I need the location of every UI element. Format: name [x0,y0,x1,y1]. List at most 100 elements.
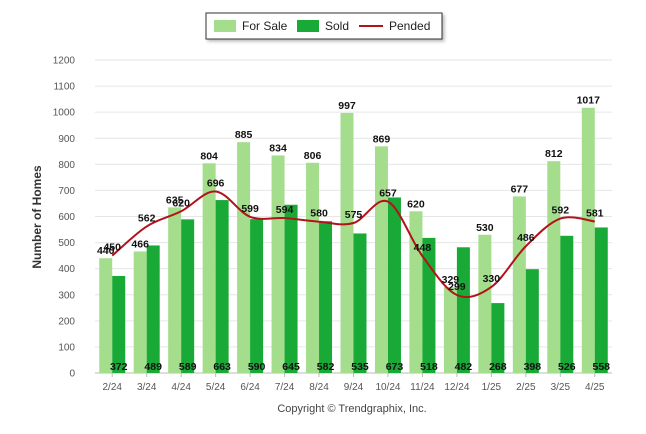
label-for-sale: 869 [373,133,391,145]
legend: For Sale Sold Pended [205,12,443,40]
label-pended: 448 [414,242,432,254]
label-for-sale: 804 [200,150,218,162]
label-pended: 299 [448,281,466,293]
bar-sold [284,204,298,373]
label-pended: 330 [483,273,501,285]
x-tick-label: 4/25 [585,382,605,393]
bar-sold [491,303,505,373]
y-tick-label: 200 [58,316,75,327]
label-for-sale: 440 [97,245,115,257]
label-pended: 486 [517,232,535,244]
label-pended: 599 [241,203,259,215]
x-tick-label: 9/24 [344,382,364,393]
x-tick-label: 4/24 [171,382,191,393]
bar-sold [422,237,436,373]
x-tick-label: 3/25 [551,382,571,393]
label-pended: 581 [586,207,604,219]
bar-sold [456,247,470,373]
label-pended: 620 [172,197,190,209]
label-for-sale: 834 [269,142,287,154]
bar-for-sale [443,287,457,373]
label-for-sale: 635 [166,194,184,206]
bar-sold [250,219,264,373]
label-pended: 592 [552,205,570,217]
label-for-sale: 530 [476,222,494,234]
bar-for-sale [478,234,492,373]
bar-for-sale [133,251,147,373]
y-tick-label: 1100 [53,82,75,93]
x-tick-label: 1/25 [482,382,502,393]
copyright: Copyright © Trendgraphix, Inc. [277,403,426,415]
x-ticks: 2/24 3/24 4/24 5/24 6/24 7/24 8/24 9/24 10/24 11/… [102,373,605,393]
label-for-sale: 466 [131,238,149,250]
y-tick-label: 1000 [53,108,76,119]
x-tick-label: 8/24 [309,382,329,393]
y-tick-label: 100 [58,342,75,353]
label-for-sale: 997 [338,100,356,112]
y-tick-label: 500 [58,238,75,249]
label-pended: 575 [345,209,363,221]
y-tick-label: 400 [58,264,75,275]
x-tick-label: 11/24 [410,382,435,393]
y-tick-label: 800 [58,160,75,171]
bar-sold [353,233,367,373]
label-sold: 268 [489,361,507,373]
y-tick-label: 900 [58,134,75,145]
bar-for-sale [306,162,320,373]
y-tick-label: 0 [69,369,75,380]
y-tick-label: 700 [58,186,75,197]
x-tick-label: 10/24 [375,382,400,393]
y-ticks: 0 100 200 300 400 500 600 700 800 900 1000 1100 1200 [53,56,76,380]
label-sold: 489 [144,361,162,373]
legend-label-for-sale: For Sale [242,19,288,33]
pended-series-line [111,190,595,299]
label-pended: 696 [207,177,225,189]
bar-for-sale [374,146,388,373]
label-for-sale: 1017 [577,95,601,107]
legend-swatch-sold [297,20,319,32]
y-tick-label: 300 [58,290,75,301]
label-sold: 582 [317,361,335,373]
label-sold: 558 [593,361,611,373]
label-sold: 645 [282,361,300,373]
bar-sold [594,227,608,373]
label-sold: 482 [455,361,473,373]
x-tick-label: 5/24 [206,382,226,393]
label-sold: 518 [420,361,438,373]
label-for-sale: 329 [442,274,460,286]
label-for-sale: 620 [407,198,425,210]
bar-for-sale [581,107,595,374]
bar-sold [215,200,229,373]
bar-for-sale [99,258,113,373]
legend-box [205,12,443,40]
label-for-sale: 885 [235,129,253,141]
legend-label-pended: Pended [389,19,430,33]
y-axis-title: Number of Homes [30,165,44,269]
y-tick-label: 600 [58,212,75,223]
bar-sold [387,197,401,373]
label-sold: 535 [351,361,369,373]
label-sold: 589 [179,361,197,373]
label-sold: 372 [110,361,128,373]
label-sold: 526 [558,361,576,373]
bar-sold [181,219,195,373]
bars [99,107,608,374]
label-sold: 673 [386,361,404,373]
bar-sold [560,235,574,373]
label-pended: 562 [138,212,156,224]
x-tick-label: 12/24 [444,382,469,393]
label-pended: 657 [379,188,397,200]
x-tick-label: 7/24 [275,382,295,393]
label-for-sale: 806 [304,150,322,162]
bar-sold [319,221,333,373]
label-for-sale: 812 [545,148,563,160]
bar-sold [146,245,160,373]
label-pended: 580 [310,208,328,220]
x-tick-label: 2/24 [102,382,122,393]
bar-for-sale [168,207,182,373]
bar-for-sale [340,112,354,374]
y-tick-label: 1200 [53,56,76,67]
label-sold: 398 [524,361,542,373]
label-pended: 450 [103,242,121,254]
